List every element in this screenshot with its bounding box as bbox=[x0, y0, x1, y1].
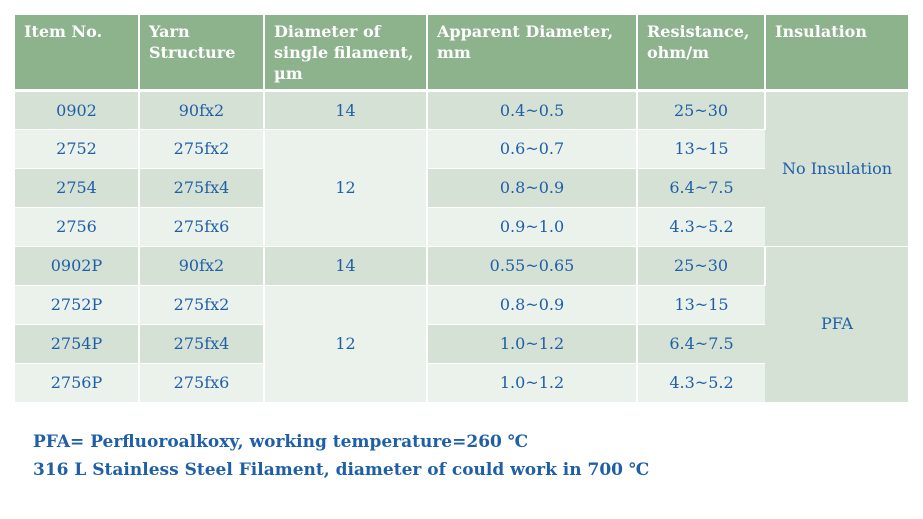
cell-resistance: 13~15 bbox=[637, 129, 765, 169]
cell-yarn: 275fx6 bbox=[139, 207, 265, 247]
cell-insulation: PFA bbox=[765, 246, 908, 403]
cell-apparent-diameter: 1.0~1.2 bbox=[427, 363, 638, 403]
note-pfa: PFA= Perfluoroalkoxy, working temperatur… bbox=[33, 432, 529, 452]
cell-resistance: 4.3~5.2 bbox=[637, 207, 765, 247]
cell-resistance: 6.4~7.5 bbox=[637, 324, 765, 364]
cell-item: 0902 bbox=[15, 90, 140, 130]
cell-yarn: 90fx2 bbox=[139, 90, 265, 130]
cell-apparent-diameter: 0.8~0.9 bbox=[427, 285, 638, 325]
cell-resistance: 25~30 bbox=[637, 90, 766, 130]
cell-filament-diameter: 12 bbox=[264, 129, 428, 247]
header-filament-diameter: Diameter of single filament, µm bbox=[264, 15, 428, 92]
note-stainless-steel: 316 L Stainless Steel Filament, diameter… bbox=[33, 460, 650, 480]
cell-resistance: 13~15 bbox=[637, 285, 765, 325]
cell-item: 0902P bbox=[15, 246, 140, 286]
cell-filament-diameter: 14 bbox=[264, 246, 428, 286]
header-apparent-diameter: Apparent Diameter, mm bbox=[427, 15, 638, 92]
table-row: 2752 275fx2 12 0.6~0.7 13~15 bbox=[15, 129, 908, 247]
cell-yarn: 90fx2 bbox=[139, 246, 265, 286]
cell-apparent-diameter: 0.6~0.7 bbox=[427, 129, 638, 169]
table-row: 2754P 275fx4 1.0~1.2 6.4~7.5 bbox=[15, 324, 908, 364]
cell-yarn: 275fx4 bbox=[139, 324, 265, 364]
spec-table: Item No. Yarn Structure Diameter of sing… bbox=[15, 15, 908, 403]
cell-filament-diameter: 12 bbox=[264, 285, 428, 403]
table-row: 2754 275fx4 0.8~0.9 6.4~7.5 bbox=[15, 168, 908, 208]
cell-apparent-diameter: 0.9~1.0 bbox=[427, 207, 638, 247]
cell-apparent-diameter: 0.8~0.9 bbox=[427, 168, 638, 208]
cell-apparent-diameter: 0.4~0.5 bbox=[427, 90, 638, 130]
table-row: 2756 275fx6 0.9~1.0 4.3~5.2 bbox=[15, 207, 908, 247]
table-row: 2752P 275fx2 12 0.8~0.9 13~15 bbox=[15, 285, 908, 403]
header-yarn-structure: Yarn Structure bbox=[139, 15, 265, 92]
cell-yarn: 275fx2 bbox=[139, 285, 265, 325]
cell-resistance: 4.3~5.2 bbox=[637, 363, 765, 403]
cell-filament-diameter: 14 bbox=[264, 90, 428, 130]
cell-item: 2756 bbox=[15, 207, 140, 247]
table-row: 0902 90fx2 14 0.4~0.5 25~30 No Insulatio… bbox=[15, 90, 908, 247]
cell-resistance: 25~30 bbox=[637, 246, 766, 286]
table-row: 2756P 275fx6 1.0~1.2 4.3~5.2 bbox=[15, 363, 908, 403]
cell-yarn: 275fx4 bbox=[139, 168, 265, 208]
cell-item: 2752P bbox=[15, 285, 140, 325]
table-row: 0902P 90fx2 14 0.55~0.65 25~30 PFA bbox=[15, 246, 908, 403]
cell-yarn: 275fx2 bbox=[139, 129, 265, 169]
cell-item: 2754P bbox=[15, 324, 140, 364]
header-item-no: Item No. bbox=[15, 15, 140, 92]
cell-insulation: No Insulation bbox=[765, 90, 908, 247]
cell-item: 2752 bbox=[15, 129, 140, 169]
cell-apparent-diameter: 0.55~0.65 bbox=[427, 246, 638, 286]
header-resistance: Resistance, ohm/m bbox=[637, 15, 766, 92]
cell-item: 2756P bbox=[15, 363, 140, 403]
header-row: Item No. Yarn Structure Diameter of sing… bbox=[15, 15, 908, 92]
cell-apparent-diameter: 1.0~1.2 bbox=[427, 324, 638, 364]
cell-item: 2754 bbox=[15, 168, 140, 208]
header-insulation: Insulation bbox=[765, 15, 908, 92]
cell-resistance: 6.4~7.5 bbox=[637, 168, 765, 208]
cell-yarn: 275fx6 bbox=[139, 363, 265, 403]
